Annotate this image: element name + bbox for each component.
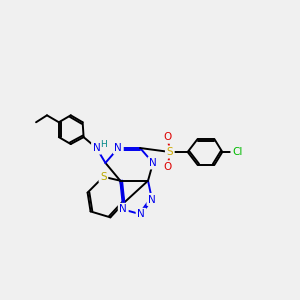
Text: N: N	[119, 204, 127, 214]
Text: N: N	[137, 209, 145, 219]
Text: O: O	[164, 162, 172, 172]
Text: H: H	[100, 140, 107, 148]
Text: S: S	[100, 172, 107, 182]
Text: N: N	[93, 143, 101, 153]
Text: O: O	[164, 132, 172, 142]
Text: S: S	[167, 147, 173, 157]
Text: N: N	[149, 158, 157, 168]
Text: N: N	[148, 194, 156, 205]
Text: N: N	[114, 143, 122, 153]
Text: Cl: Cl	[232, 147, 242, 157]
